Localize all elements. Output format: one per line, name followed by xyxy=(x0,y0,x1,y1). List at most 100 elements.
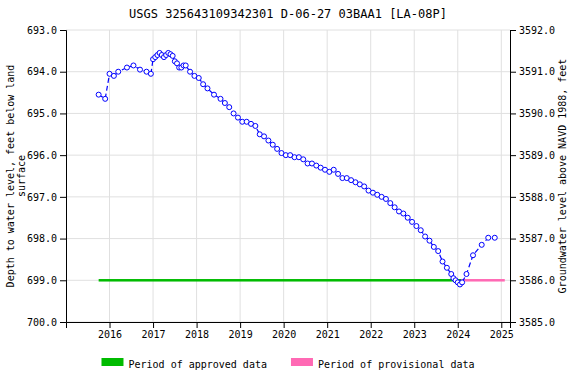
data-point xyxy=(336,171,341,176)
tick-label: 3586.0 xyxy=(519,275,555,286)
data-point xyxy=(401,211,406,216)
data-point xyxy=(201,82,206,87)
tick: 2019 xyxy=(229,322,253,340)
tick-mark xyxy=(458,322,459,328)
tick-label: 3585.0 xyxy=(519,317,555,328)
axis-line xyxy=(67,323,511,329)
tick-mark xyxy=(501,322,502,328)
tick: 3589.0 xyxy=(510,150,555,161)
legend-label: Period of approved data xyxy=(128,359,266,370)
data-point xyxy=(383,196,388,201)
data-point xyxy=(492,235,497,240)
y-axis-label-line: Depth to water level, feet below land xyxy=(5,65,16,288)
data-point xyxy=(388,201,393,206)
legend-item: Period of provisional data xyxy=(291,358,475,370)
data-point xyxy=(414,224,419,229)
data-point xyxy=(262,134,267,139)
data-point xyxy=(231,111,236,116)
axis-line xyxy=(511,31,517,323)
data-point xyxy=(427,238,432,243)
data-point xyxy=(405,215,410,220)
data-point xyxy=(116,69,121,74)
tick-label: 2021 xyxy=(316,329,340,340)
legend-swatch xyxy=(101,358,123,366)
data-point xyxy=(170,53,175,58)
tick: 2023 xyxy=(403,322,427,340)
tick-mark xyxy=(510,30,516,31)
tick-label: 699.0 xyxy=(27,275,57,286)
data-point xyxy=(103,96,108,101)
legend-item: Period of approved data xyxy=(101,358,266,370)
tick-mark xyxy=(510,72,516,73)
tick: 3588.0 xyxy=(510,192,555,203)
tick-label: 3589.0 xyxy=(519,150,555,161)
data-point xyxy=(301,157,306,162)
tick-mark xyxy=(60,72,66,73)
tick: 2024 xyxy=(446,322,470,340)
data-point xyxy=(138,67,143,72)
y-axis: 693.0694.0695.0696.0697.0698.0699.0700.0 xyxy=(27,25,67,328)
tick: 2021 xyxy=(316,322,340,340)
tick: 693.0 xyxy=(27,25,66,36)
tick-mark xyxy=(240,322,241,328)
x-axis: 2016201720182019202020212022202320242025 xyxy=(67,322,514,340)
tick-label: 3592.0 xyxy=(519,25,555,36)
legend: Period of approved data Period of provisi… xyxy=(101,358,474,370)
tick-mark xyxy=(510,197,516,198)
data-point xyxy=(131,63,136,68)
tick: 3587.0 xyxy=(510,233,555,244)
data-point xyxy=(124,65,129,70)
data-line xyxy=(99,53,495,285)
data-point xyxy=(471,253,476,258)
data-point xyxy=(464,272,469,277)
y-axis-label: Depth to water level, feet below landsur… xyxy=(5,65,27,288)
tick-label: 694.0 xyxy=(27,66,57,77)
tick-label: 693.0 xyxy=(27,25,57,36)
data-point xyxy=(431,244,436,249)
data-point xyxy=(212,92,217,97)
grid-line xyxy=(370,30,371,322)
tick-label: 2023 xyxy=(403,329,427,340)
tick-mark xyxy=(414,322,415,328)
data-point xyxy=(479,242,484,247)
data-point xyxy=(222,101,227,106)
tick: 3592.0 xyxy=(510,25,555,36)
tick-mark xyxy=(510,280,516,281)
tick-mark xyxy=(510,113,516,114)
data-point xyxy=(227,105,232,110)
chart: 2016201720182019202020212022202320242025… xyxy=(0,0,576,384)
tick-mark xyxy=(60,197,66,198)
tick: 698.0 xyxy=(27,233,66,244)
tick: 3590.0 xyxy=(510,108,555,119)
tick-mark xyxy=(110,322,111,328)
grid-line xyxy=(414,30,415,322)
data-point xyxy=(392,205,397,210)
data-point xyxy=(418,228,423,233)
tick-label: 700.0 xyxy=(27,317,57,328)
data-point xyxy=(440,259,445,264)
grid-line xyxy=(327,30,328,322)
tick: 696.0 xyxy=(27,150,66,161)
title: USGS 325643109342301 D-06-27 03BAA1 [LA-… xyxy=(129,7,447,21)
data-point xyxy=(410,219,415,224)
tick: 2017 xyxy=(142,322,166,340)
tick-label: 2024 xyxy=(446,329,470,340)
tick-mark xyxy=(510,322,516,323)
tick: 2018 xyxy=(185,322,209,340)
data-point xyxy=(183,63,188,68)
tick-label: 2018 xyxy=(185,329,209,340)
tick-mark xyxy=(60,155,66,156)
tick: 695.0 xyxy=(27,108,66,119)
grid-line xyxy=(66,238,510,239)
data-point xyxy=(111,73,116,78)
grid-line xyxy=(66,71,510,72)
data-point xyxy=(96,92,101,97)
tick-label: 2020 xyxy=(272,329,296,340)
tick: 2025 xyxy=(490,322,514,340)
data-point xyxy=(444,265,449,270)
tick-mark xyxy=(510,239,516,240)
tick-mark xyxy=(153,322,154,328)
marks xyxy=(96,50,505,287)
tick-mark xyxy=(197,322,198,328)
tick-label: 3587.0 xyxy=(519,233,555,244)
